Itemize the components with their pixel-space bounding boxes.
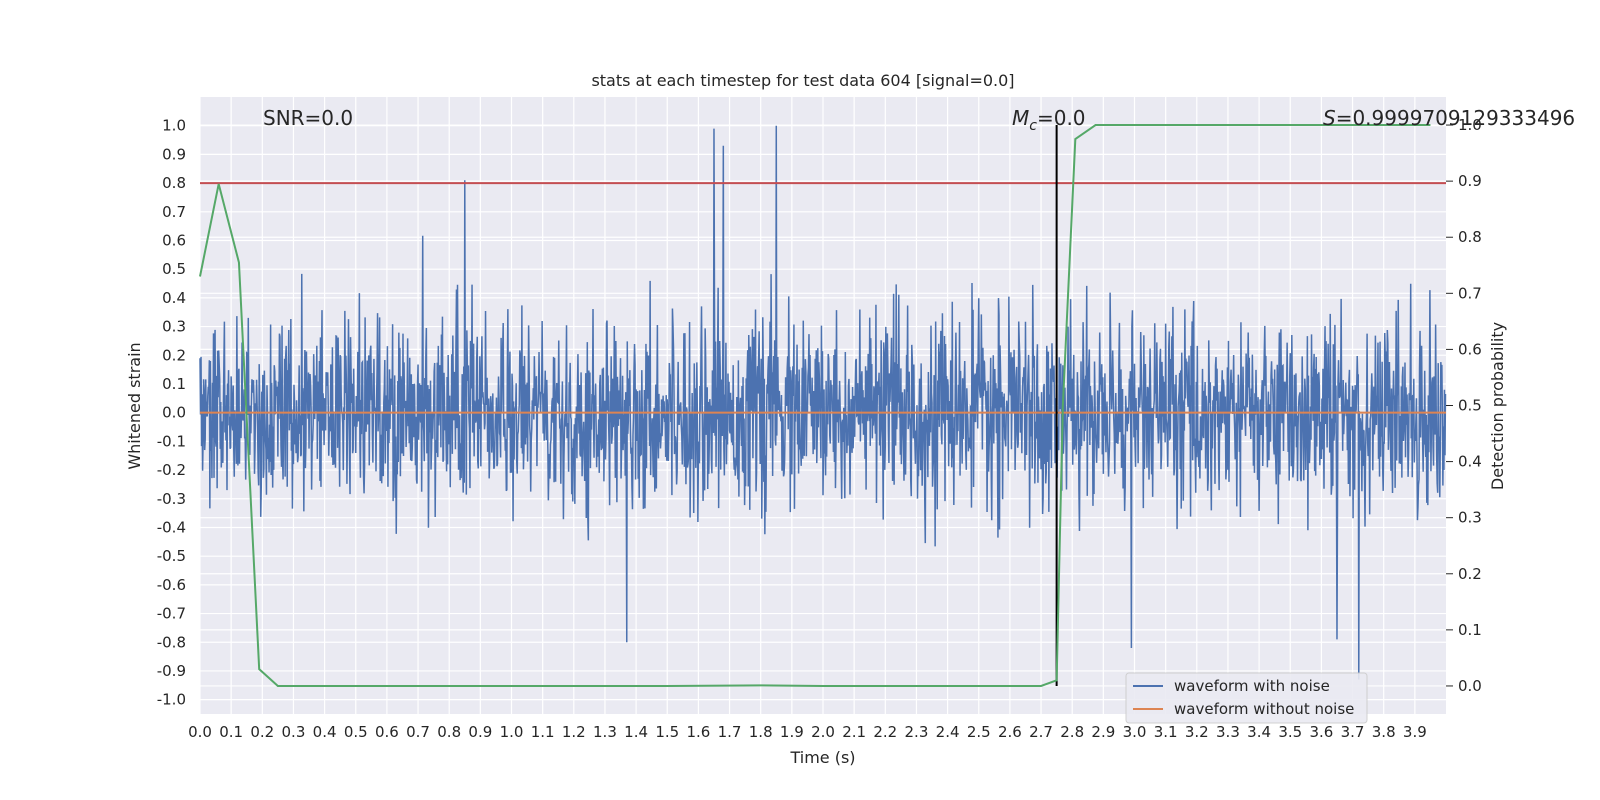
x-tick-label: 3.8	[1372, 723, 1396, 741]
waveform-with-noise-line	[199, 125, 1447, 680]
y2-tick-label: 0.6	[1458, 340, 1482, 358]
x-tick-label: 2.4	[936, 723, 960, 741]
y-tick-label: 0.9	[162, 145, 186, 163]
y-tick-label: -0.3	[157, 490, 186, 508]
y2-tick-label: 0.3	[1458, 509, 1482, 527]
y-tick-label: -0.2	[157, 461, 186, 479]
y2-tick-label: 0.0	[1458, 677, 1482, 695]
y-tick-label: -0.6	[157, 576, 186, 594]
x-tick-label: 1.6	[686, 723, 710, 741]
x-tick-label: 0.8	[437, 723, 461, 741]
x-tick-label: 1.3	[593, 723, 617, 741]
s-symbol: S	[1323, 106, 1336, 130]
y-tick-label: 0.6	[162, 231, 186, 249]
x-tick-label: 3.1	[1154, 723, 1178, 741]
legend: waveform with noise waveform without noi…	[1125, 672, 1368, 724]
y2-tick-label: 0.4	[1458, 453, 1482, 471]
s-value: =0.9999709129333496	[1336, 106, 1575, 130]
x-tick-label: 3.3	[1216, 723, 1240, 741]
x-tick-label: 0.6	[375, 723, 399, 741]
y-tick-label: -1.0	[157, 691, 186, 709]
y-axis-ticks: 1.0 0.9 0.8 0.7 0.6 0.5 0.4 0.3 0.2 0.1 0.0 -0.1 -0.…	[157, 117, 186, 709]
x-tick-label: 3.0	[1123, 723, 1147, 741]
x-tick-label: 2.0	[811, 723, 835, 741]
y2-tick-label: 0.2	[1458, 565, 1482, 583]
x-tick-label: 2.5	[967, 723, 991, 741]
y-tick-label: -0.7	[157, 605, 186, 623]
y-tick-label: -0.9	[157, 662, 186, 680]
x-axis-ticks: 0.0 0.1 0.2 0.3 0.4 0.5 0.6 0.7 0.8 0.9 1.0 1.1 1.2 1…	[188, 723, 1427, 741]
legend-label-without-noise: waveform without noise	[1174, 700, 1354, 718]
y2-tick-label: 0.7	[1458, 284, 1482, 302]
x-tick-label: 0.0	[188, 723, 212, 741]
mc-subscript: c	[1029, 118, 1037, 134]
y-tick-label: 0.0	[162, 404, 186, 422]
y-tick-label: -0.5	[157, 547, 186, 565]
y-tick-label: -0.8	[157, 633, 186, 651]
chart-title: stats at each timestep for test data 604…	[591, 71, 1014, 90]
series-detection-probability	[199, 124, 1431, 687]
legend-label-with-noise: waveform with noise	[1174, 677, 1330, 695]
x-tick-label: 2.9	[1091, 723, 1115, 741]
x-tick-label: 1.2	[562, 723, 586, 741]
y-axis-label: Whitened strain	[125, 342, 144, 469]
mc-value: =0.0	[1037, 106, 1086, 130]
y-tick-label: -0.1	[157, 432, 186, 450]
y2-tick-label: 1.0	[1458, 116, 1482, 134]
x-tick-label: 2.8	[1060, 723, 1084, 741]
x-tick-label: 3.4	[1247, 723, 1271, 741]
x-tick-label: 1.7	[718, 723, 742, 741]
y2-axis-ticks: 1.0 0.9 0.8 0.7 0.6 0.5 0.4 0.3 0.2 0.1 0.0	[1446, 116, 1482, 695]
y2-tick-label: 0.9	[1458, 172, 1482, 190]
y-tick-label: 0.5	[162, 260, 186, 278]
y-tick-label: 0.1	[162, 375, 186, 393]
x-tick-label: 0.3	[282, 723, 306, 741]
y-tick-label: -0.4	[157, 518, 186, 536]
y2-axis-label: Detection probability	[1488, 322, 1507, 490]
x-tick-label: 3.6	[1309, 723, 1333, 741]
x-tick-label: 2.3	[905, 723, 929, 741]
x-tick-label: 3.2	[1185, 723, 1209, 741]
chirp-mass-annotation: Mc=0.0	[1012, 106, 1086, 134]
mc-symbol: M	[1012, 106, 1029, 130]
y-tick-label: 1.0	[162, 117, 186, 135]
y2-tick-label: 0.5	[1458, 397, 1482, 415]
x-tick-label: 1.8	[749, 723, 773, 741]
x-tick-label: 3.9	[1403, 723, 1427, 741]
series-waveform-with-noise	[199, 125, 1447, 680]
y-tick-label: 0.2	[162, 346, 186, 364]
x-tick-label: 1.4	[624, 723, 648, 741]
y2-tick-label: 0.8	[1458, 228, 1482, 246]
x-axis-label: Time (s)	[789, 748, 855, 767]
snr-annotation: SNR=0.0	[263, 106, 353, 130]
legend-box	[1125, 672, 1368, 724]
x-tick-label: 0.4	[313, 723, 337, 741]
x-tick-label: 0.9	[468, 723, 492, 741]
x-tick-label: 1.5	[655, 723, 679, 741]
x-tick-label: 2.1	[842, 723, 866, 741]
x-tick-label: 0.5	[344, 723, 368, 741]
x-tick-label: 1.0	[500, 723, 524, 741]
x-tick-label: 3.5	[1278, 723, 1302, 741]
x-tick-label: 2.2	[873, 723, 897, 741]
x-tick-label: 1.1	[531, 723, 555, 741]
score-annotation: S=0.9999709129333496	[1323, 106, 1575, 130]
y2-tick-label: 0.1	[1458, 621, 1482, 639]
y-tick-label: 0.3	[162, 318, 186, 336]
y-tick-label: 0.4	[162, 289, 186, 307]
y-tick-label: 0.8	[162, 174, 186, 192]
y-tick-label: 0.7	[162, 203, 186, 221]
x-tick-label: 0.2	[250, 723, 274, 741]
x-tick-label: 1.9	[780, 723, 804, 741]
x-tick-label: 0.1	[219, 723, 243, 741]
x-tick-label: 2.6	[998, 723, 1022, 741]
x-tick-label: 2.7	[1029, 723, 1053, 741]
x-tick-label: 0.7	[406, 723, 430, 741]
x-tick-label: 3.7	[1341, 723, 1365, 741]
